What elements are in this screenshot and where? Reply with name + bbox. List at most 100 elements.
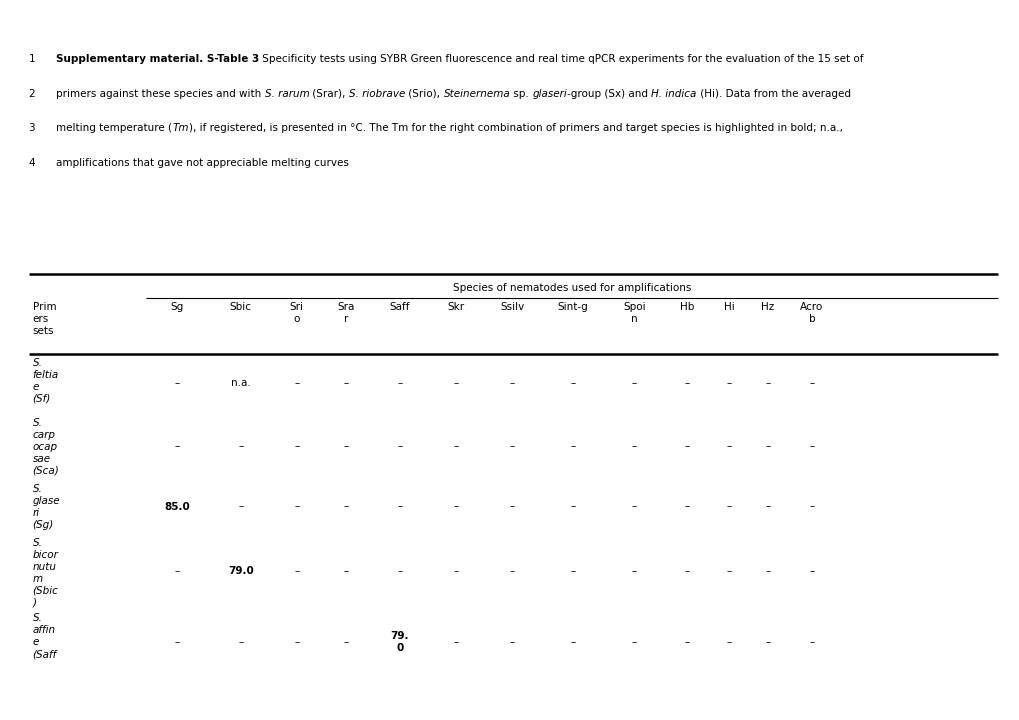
Text: –: – <box>764 441 770 451</box>
Text: S.
glase
ri
(Sg): S. glase ri (Sg) <box>33 484 60 530</box>
Text: –: – <box>293 637 300 647</box>
Text: Hi: Hi <box>723 302 734 312</box>
Text: Acro
b: Acro b <box>800 302 822 324</box>
Text: –: – <box>396 567 403 576</box>
Text: –: – <box>237 637 244 647</box>
Text: Supplementary material. S-Table 3: Supplementary material. S-Table 3 <box>56 54 259 64</box>
Text: –: – <box>508 567 515 576</box>
Text: sp.: sp. <box>510 89 532 99</box>
Text: n.a.: n.a. <box>230 379 251 388</box>
Text: –: – <box>631 637 637 647</box>
Text: Ssilv: Ssilv <box>499 302 524 312</box>
Text: ), if registered, is presented in °C. The Tm for the right combination of primer: ), if registered, is presented in °C. Th… <box>189 123 842 133</box>
Text: 2: 2 <box>29 89 35 99</box>
Text: –: – <box>764 502 770 511</box>
Text: –: – <box>342 502 348 511</box>
Text: –: – <box>396 441 403 451</box>
Text: –: – <box>342 441 348 451</box>
Text: glaseri: glaseri <box>532 89 567 99</box>
Text: S.
carp
ocap
sae
(Sca): S. carp ocap sae (Sca) <box>33 418 59 476</box>
Text: –: – <box>570 379 576 388</box>
Text: –: – <box>631 567 637 576</box>
Text: –: – <box>726 502 732 511</box>
Text: –: – <box>396 379 403 388</box>
Text: –: – <box>631 502 637 511</box>
Text: –: – <box>508 441 515 451</box>
Text: –: – <box>293 379 300 388</box>
Text: –: – <box>631 441 637 451</box>
Text: melting temperature (: melting temperature ( <box>56 123 172 133</box>
Text: H. indica: H. indica <box>651 89 696 99</box>
Text: (Srio),: (Srio), <box>405 89 443 99</box>
Text: –: – <box>508 379 515 388</box>
Text: –: – <box>764 379 770 388</box>
Text: Hb: Hb <box>679 302 694 312</box>
Text: –: – <box>684 637 689 647</box>
Text: –: – <box>237 441 244 451</box>
Text: –: – <box>174 379 180 388</box>
Text: –: – <box>726 379 732 388</box>
Text: –: – <box>237 502 244 511</box>
Text: –: – <box>808 567 814 576</box>
Text: –: – <box>293 502 300 511</box>
Text: Spoi
n: Spoi n <box>623 302 645 324</box>
Text: –: – <box>808 637 814 647</box>
Text: S. rarum: S. rarum <box>264 89 309 99</box>
Text: –: – <box>452 441 459 451</box>
Text: Hz: Hz <box>761 302 773 312</box>
Text: Sra
r: Sra r <box>336 302 355 324</box>
Text: Prim
ers
sets: Prim ers sets <box>33 302 56 336</box>
Text: S. riobrave: S. riobrave <box>348 89 405 99</box>
Text: 79.
0: 79. 0 <box>390 631 409 653</box>
Text: –: – <box>764 637 770 647</box>
Text: 1: 1 <box>29 54 35 64</box>
Text: –: – <box>726 637 732 647</box>
Text: –: – <box>508 637 515 647</box>
Text: –: – <box>293 441 300 451</box>
Text: –: – <box>342 379 348 388</box>
Text: –: – <box>808 502 814 511</box>
Text: –: – <box>764 567 770 576</box>
Text: 85.0: 85.0 <box>164 502 191 511</box>
Text: -group (Sx) and: -group (Sx) and <box>567 89 651 99</box>
Text: primers against these species and with: primers against these species and with <box>56 89 264 99</box>
Text: Species of nematodes used for amplifications: Species of nematodes used for amplificat… <box>452 283 690 293</box>
Text: 3: 3 <box>29 123 35 133</box>
Text: –: – <box>396 502 403 511</box>
Text: –: – <box>808 379 814 388</box>
Text: –: – <box>174 441 180 451</box>
Text: –: – <box>726 567 732 576</box>
Text: –: – <box>452 379 459 388</box>
Text: –: – <box>684 502 689 511</box>
Text: –: – <box>174 637 180 647</box>
Text: –: – <box>570 637 576 647</box>
Text: amplifications that gave not appreciable melting curves: amplifications that gave not appreciable… <box>56 158 348 168</box>
Text: Saff: Saff <box>389 302 410 312</box>
Text: –: – <box>684 441 689 451</box>
Text: –: – <box>452 637 459 647</box>
Text: –: – <box>452 567 459 576</box>
Text: –: – <box>570 502 576 511</box>
Text: (Hi). Data from the averaged: (Hi). Data from the averaged <box>696 89 850 99</box>
Text: Tm: Tm <box>172 123 189 133</box>
Text: Skr: Skr <box>447 302 464 312</box>
Text: –: – <box>293 567 300 576</box>
Text: –: – <box>631 379 637 388</box>
Text: Sri
o: Sri o <box>289 302 304 324</box>
Text: Steinernema: Steinernema <box>443 89 510 99</box>
Text: –: – <box>570 441 576 451</box>
Text: S.
affin
e
(Saff: S. affin e (Saff <box>33 613 57 660</box>
Text: –: – <box>342 637 348 647</box>
Text: Sbic: Sbic <box>229 302 252 312</box>
Text: 79.0: 79.0 <box>227 567 254 576</box>
Text: –: – <box>684 379 689 388</box>
Text: S.
feltia
e
(Sf): S. feltia e (Sf) <box>33 358 59 404</box>
Text: –: – <box>808 441 814 451</box>
Text: 4: 4 <box>29 158 35 168</box>
Text: S.
bicor
nutu
m
(Sbic
): S. bicor nutu m (Sbic ) <box>33 538 58 608</box>
Text: Specificity tests using SYBR Green fluorescence and real time qPCR experiments f: Specificity tests using SYBR Green fluor… <box>259 54 863 64</box>
Text: Sint-g: Sint-g <box>557 302 588 312</box>
Text: –: – <box>452 502 459 511</box>
Text: –: – <box>174 567 180 576</box>
Text: –: – <box>342 567 348 576</box>
